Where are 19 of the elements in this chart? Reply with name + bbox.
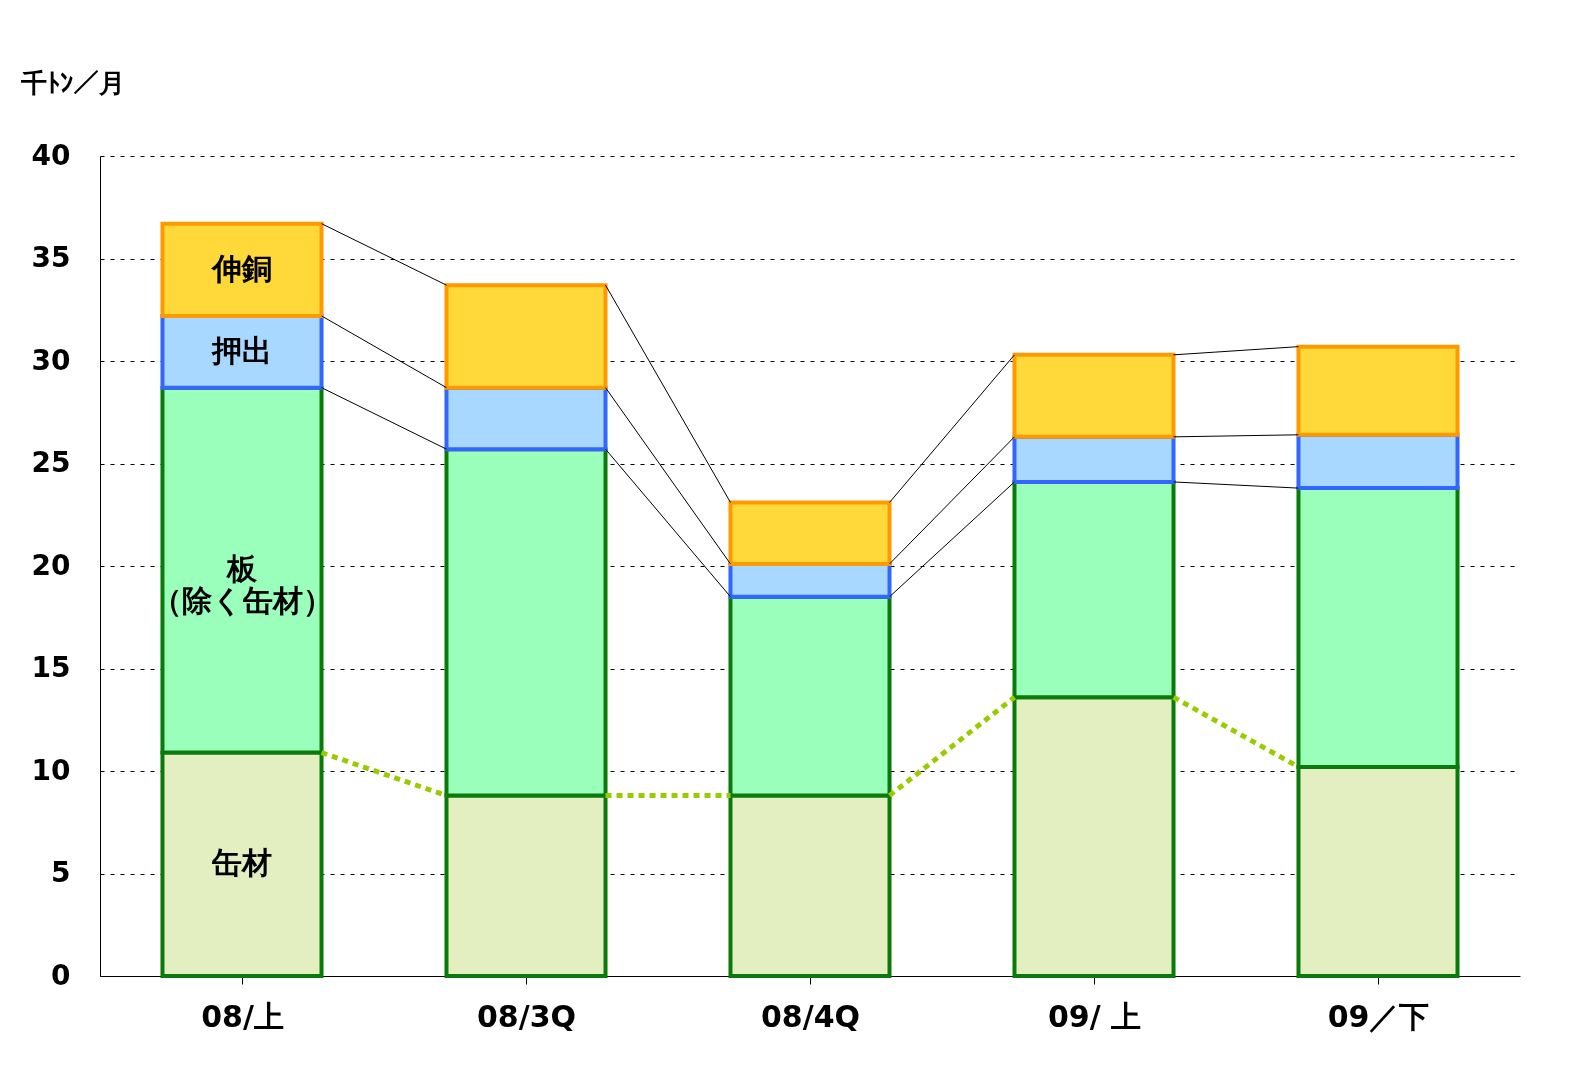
series-label: 缶材 bbox=[211, 845, 272, 881]
x-tick-label: 08/4Q bbox=[760, 998, 861, 1034]
x-tick-label: 08/3Q bbox=[476, 998, 577, 1034]
series-label: 板（除く缶材） bbox=[151, 551, 333, 619]
y-tick-label: 40 bbox=[31, 138, 71, 172]
y-tick-label: 0 bbox=[51, 958, 71, 992]
x-tick-label: 09／下 bbox=[1327, 998, 1430, 1034]
y-tick-label: 30 bbox=[31, 343, 71, 377]
series-label: 伸銅 bbox=[210, 250, 272, 286]
y-tick-label: 5 bbox=[51, 856, 71, 889]
y-tick-label: 35 bbox=[31, 241, 71, 274]
y-tick-label: 10 bbox=[31, 753, 71, 787]
y-tick-label: 15 bbox=[31, 651, 71, 684]
y-tick-label: 25 bbox=[31, 446, 71, 479]
x-tick-label: 08/上 bbox=[201, 998, 284, 1034]
y-tick-label: 20 bbox=[31, 548, 71, 582]
x-tick-label: 09/ 上 bbox=[1047, 998, 1142, 1034]
y-axis-title: 千ﾄﾝ／月 bbox=[19, 67, 125, 98]
series-label: 押出 bbox=[211, 332, 272, 368]
